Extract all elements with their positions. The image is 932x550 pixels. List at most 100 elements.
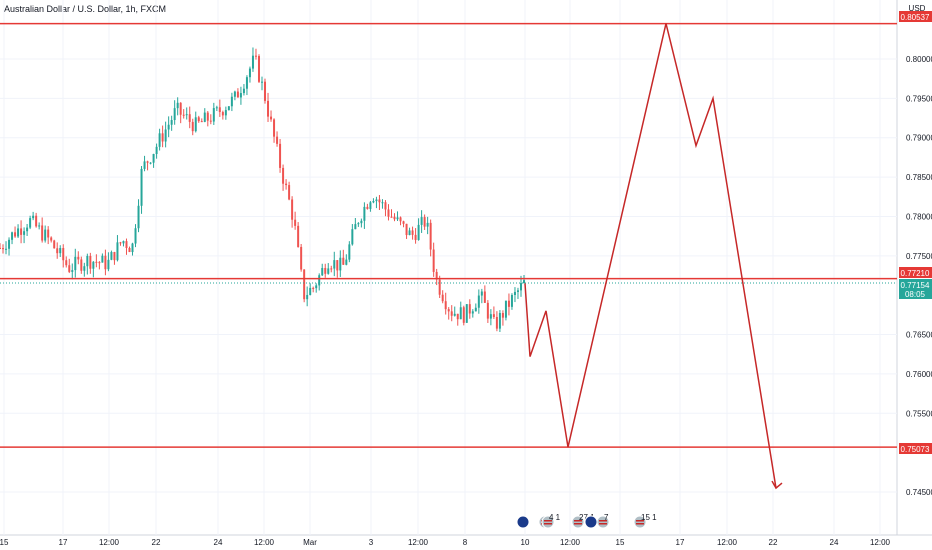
- candle-body: [354, 224, 357, 230]
- candle-body: [336, 260, 339, 271]
- candle-body: [200, 121, 203, 123]
- candle-body: [251, 55, 254, 69]
- candle-body: [155, 146, 158, 155]
- candle-body: [131, 243, 134, 253]
- candle-body: [68, 265, 71, 272]
- candle-body: [483, 291, 486, 303]
- time-tick-label: 22: [152, 538, 161, 547]
- candle-body: [330, 268, 333, 270]
- candle-body: [47, 229, 50, 238]
- candle-body: [504, 300, 507, 318]
- candle-body: [450, 311, 453, 316]
- candle-body: [89, 255, 92, 269]
- candle-body: [83, 266, 86, 271]
- event-flag-circle: [584, 515, 598, 529]
- candle-body: [143, 161, 146, 169]
- candle-body: [0, 247, 1, 249]
- candle-body: [519, 283, 522, 291]
- candle-body: [185, 114, 188, 116]
- time-tick-label: 12:00: [870, 538, 891, 547]
- candle-body: [288, 185, 291, 200]
- candle-body: [351, 229, 354, 245]
- candle-body: [411, 230, 414, 235]
- candle-body: [5, 248, 8, 250]
- candle-body: [318, 275, 321, 286]
- candle-body: [492, 314, 495, 317]
- candle-body: [366, 206, 369, 209]
- candle-body: [396, 217, 399, 220]
- time-tick-label: 12:00: [560, 538, 581, 547]
- candle-body: [372, 201, 375, 203]
- economic-events[interactable]: 4 127 1715 1: [516, 513, 657, 529]
- candle-body: [140, 168, 143, 206]
- mid-level-price: 0.77210: [901, 269, 930, 278]
- candle-body: [242, 88, 245, 94]
- time-tick-label: Mar: [303, 538, 317, 547]
- us-flag-icon[interactable]: 15 1: [633, 513, 657, 529]
- flag-stripe: [599, 523, 607, 525]
- candle-body: [405, 223, 408, 236]
- horizontal-levels[interactable]: [0, 22, 897, 448]
- au-flag-icon[interactable]: [584, 515, 598, 529]
- candle-body: [402, 221, 405, 224]
- time-axis[interactable]: 15 17 12:00 22 24 12:00 Mar 3 12:00 8 10 12:00 15 17 1…: [0, 538, 891, 547]
- event-flag-circle: [596, 515, 610, 529]
- time-tick-label: 17: [676, 538, 685, 547]
- candle-body: [80, 259, 83, 271]
- projection-path[interactable]: [524, 23, 777, 489]
- time-tick-label: 15: [616, 538, 625, 547]
- candle-body: [357, 223, 360, 225]
- candle-body: [11, 232, 14, 240]
- candle-body: [507, 300, 510, 307]
- candle-body: [414, 234, 417, 240]
- candle-body: [381, 202, 384, 204]
- candle-body: [137, 205, 140, 229]
- projection-drawing[interactable]: [524, 23, 783, 490]
- candle-body: [489, 314, 492, 319]
- candle-body: [245, 77, 248, 89]
- candle-body: [215, 107, 218, 109]
- candle-body: [276, 136, 279, 144]
- candle-body: [167, 124, 170, 130]
- flag-stripe: [544, 523, 552, 525]
- candle-body: [257, 56, 260, 82]
- candle-body: [369, 202, 372, 209]
- candle-body: [164, 129, 167, 142]
- candle-body: [2, 248, 5, 250]
- au-flag-icon[interactable]: [516, 515, 530, 529]
- candle-body: [516, 290, 519, 292]
- candle-body: [173, 108, 176, 121]
- candle-body: [104, 255, 107, 270]
- time-tick-label: 12:00: [717, 538, 738, 547]
- time-tick-label: 22: [769, 538, 778, 547]
- candle-body: [523, 280, 525, 284]
- candle-body: [209, 120, 212, 122]
- candle-body: [227, 106, 230, 111]
- candle-body: [294, 219, 297, 226]
- candle-body: [119, 242, 122, 244]
- candle-body: [248, 68, 251, 78]
- current-price-badge: [899, 279, 932, 299]
- chart-grid: [0, 0, 932, 536]
- candle-body: [29, 218, 32, 228]
- time-tick-label: 10: [521, 538, 530, 547]
- candle-series: [0, 47, 525, 332]
- candle-body: [438, 279, 441, 295]
- candle-body: [360, 220, 363, 224]
- flag-stripe: [636, 520, 644, 522]
- candle-body: [471, 311, 474, 314]
- candle-body: [107, 259, 110, 270]
- candle-body: [312, 287, 315, 289]
- candle-body: [218, 107, 221, 113]
- candle-body: [65, 260, 68, 266]
- projection-arrowhead[interactable]: [771, 480, 783, 490]
- flag-stripe: [574, 523, 582, 525]
- candle-body: [56, 248, 59, 254]
- us-flag-icon[interactable]: 7: [596, 513, 610, 529]
- us-flag-icon[interactable]: 4 1: [541, 513, 561, 529]
- candle-body: [32, 215, 35, 219]
